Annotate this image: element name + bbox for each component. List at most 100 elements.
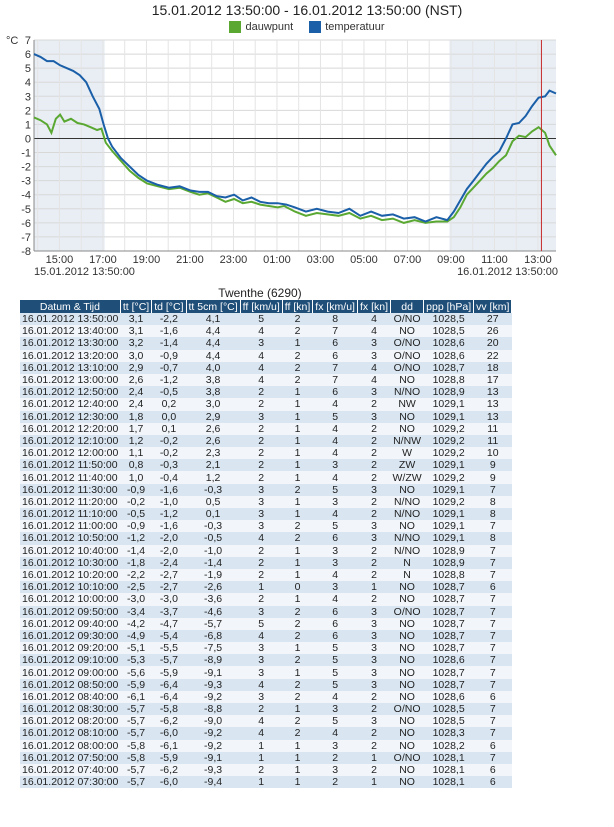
table-cell: 2 [312,776,358,789]
table-cell: 2 [240,703,283,716]
table-cell: O/NO [390,337,424,350]
table-cell: 6 [473,690,512,703]
table-cell: 17 [473,373,512,387]
chart-title: 15.01.2012 13:50:00 - 16.01.2012 13:50:0… [151,2,463,18]
table-cell: 0,1 [186,508,241,521]
table-cell: 16.01.2012 08:20:00 [20,715,121,728]
table-row: 16.01.2012 08:50:00 -5,9 -6,4 -9,3 4 2 5 3 NO 102… [20,678,512,691]
table-cell: 1028,7 [423,361,474,374]
table-cell: 3 [357,629,391,643]
table-cell: 3 [240,495,283,508]
table-cell: 1 [282,751,313,764]
table-cell: 1029,2 [423,422,474,435]
column-header: dd [390,300,425,313]
table-cell: 16.01.2012 11:50:00 [20,459,121,472]
table-cell: -5,8 [151,703,187,716]
table-cell: 2 [312,751,358,764]
table-cell: 1028,6 [423,349,474,362]
y-tick-label: -3 [21,176,31,188]
table-cell: 3 [240,654,283,667]
column-header: Datum & Tijd [20,300,121,313]
table-cell: 2 [282,629,313,643]
table-cell: 16.01.2012 12:20:00 [20,422,121,435]
table-cell: 2 [240,471,283,484]
table-cell: 1028,1 [423,776,474,789]
table-cell: 1 [357,581,391,594]
table-cell: -5,7 [120,763,152,777]
table-cell: 6 [473,776,512,789]
table-cell: -6,0 [151,776,187,789]
table-cell: 6 [312,617,358,630]
table-cell: 1029,1 [423,398,474,411]
column-header: tt 5cm [°C] [186,300,241,313]
table-cell: -1,2 [151,373,187,387]
table-cell: 2,6 [186,422,241,435]
table-cell: O/NO [390,349,424,362]
table-cell: 3 [240,642,283,655]
table-cell: 4 [312,727,358,740]
table-row: 16.01.2012 12:30:00 1,8 0,0 2,9 3 1 5 3 NO 1029,1… [20,410,512,423]
table-cell: 2 [357,495,391,508]
table-cell: 3 [312,763,358,777]
table-cell: 16.01.2012 09:10:00 [20,654,121,667]
table-cell: 1028,6 [423,690,474,703]
table-cell: 1029,1 [423,520,474,533]
table-row: 16.01.2012 11:50:00 0,8 -0,3 2,1 2 1 3 2 ZW 1029,… [20,459,512,472]
legend-swatch-dauwpunt [229,21,242,33]
table-cell: 3 [240,605,283,618]
table-cell: -2,6 [186,581,241,594]
table-row: 16.01.2012 11:30:00 -0,9 -1,6 -0,3 3 2 5 3 NO 102… [20,483,512,496]
legend-item-temperatuur[interactable]: temperatuur [309,21,385,33]
table-cell: -1,4 [151,337,187,350]
table-cell: 7 [312,373,358,387]
table-cell: 1 [282,642,313,655]
table-cell: 2 [282,715,313,728]
table-cell: 1029,1 [423,508,474,521]
table-cell: 1 [282,739,313,752]
table-cell: -0,5 [120,508,152,521]
table-cell: 16.01.2012 08:10:00 [20,727,121,740]
table-cell: -5,7 [186,617,241,630]
table-cell: 16.01.2012 13:00:00 [20,373,121,387]
table-cell: 4 [312,471,358,484]
table-cell: -0,2 [151,434,187,448]
table-cell: NO [390,642,424,655]
table-cell: NW [390,398,424,411]
table-cell: 16.01.2012 10:00:00 [20,593,121,606]
table-cell: -5,7 [120,703,152,716]
table-cell: -2,7 [151,581,187,594]
table-cell: -2,7 [151,568,187,582]
table-cell: 1 [282,593,313,606]
table-cell: -3,4 [120,605,152,618]
table-cell: -9,2 [186,739,241,752]
table-row: 16.01.2012 11:20:00 -0,2 -1,0 0,5 3 1 3 2 N/NO 10… [20,495,512,508]
table-cell: 7 [312,325,358,338]
table-cell: -6,1 [151,739,187,752]
table-cell: -6,8 [186,629,241,643]
table-cell: N/NO [390,532,424,545]
table-row: 16.01.2012 07:40:00 -5,7 -6,2 -9,3 2 1 3 2 NO 102… [20,763,512,777]
table-cell: 2 [282,325,313,338]
table-cell: 2 [240,556,283,569]
table-cell: 13 [473,410,512,423]
table-cell: 3 [357,654,391,667]
table-cell: -6,0 [151,727,187,740]
table-cell: 1 [282,666,313,679]
table-cell: 20 [473,337,512,350]
table-cell: 3,8 [186,373,241,387]
table-row: 16.01.2012 08:30:00 -5,7 -5,8 -8,8 2 1 3 2 O/NO 1… [20,703,512,716]
table-cell: 1 [240,739,283,752]
table-cell: 4,4 [186,325,241,338]
table-cell: 16.01.2012 10:40:00 [20,544,121,557]
table-cell: 4 [240,629,283,643]
table-cell: 6 [312,629,358,643]
table-cell: N [390,568,424,582]
table-row: 16.01.2012 11:00:00 -0,9 -1,6 -0,3 3 2 5 3 NO 102… [20,520,512,533]
observations-table: Datum & Tijd tt [°C] td [°C] tt 5cm [°C] ff … [20,300,513,789]
table-cell: 2,9 [120,361,152,374]
legend-item-dauwpunt[interactable]: dauwpunt [229,21,293,33]
table-cell: 3 [240,483,283,496]
table-cell: 7 [473,642,512,655]
x-tick-label: 17:00 [89,254,117,266]
table-cell: 2 [357,398,391,411]
